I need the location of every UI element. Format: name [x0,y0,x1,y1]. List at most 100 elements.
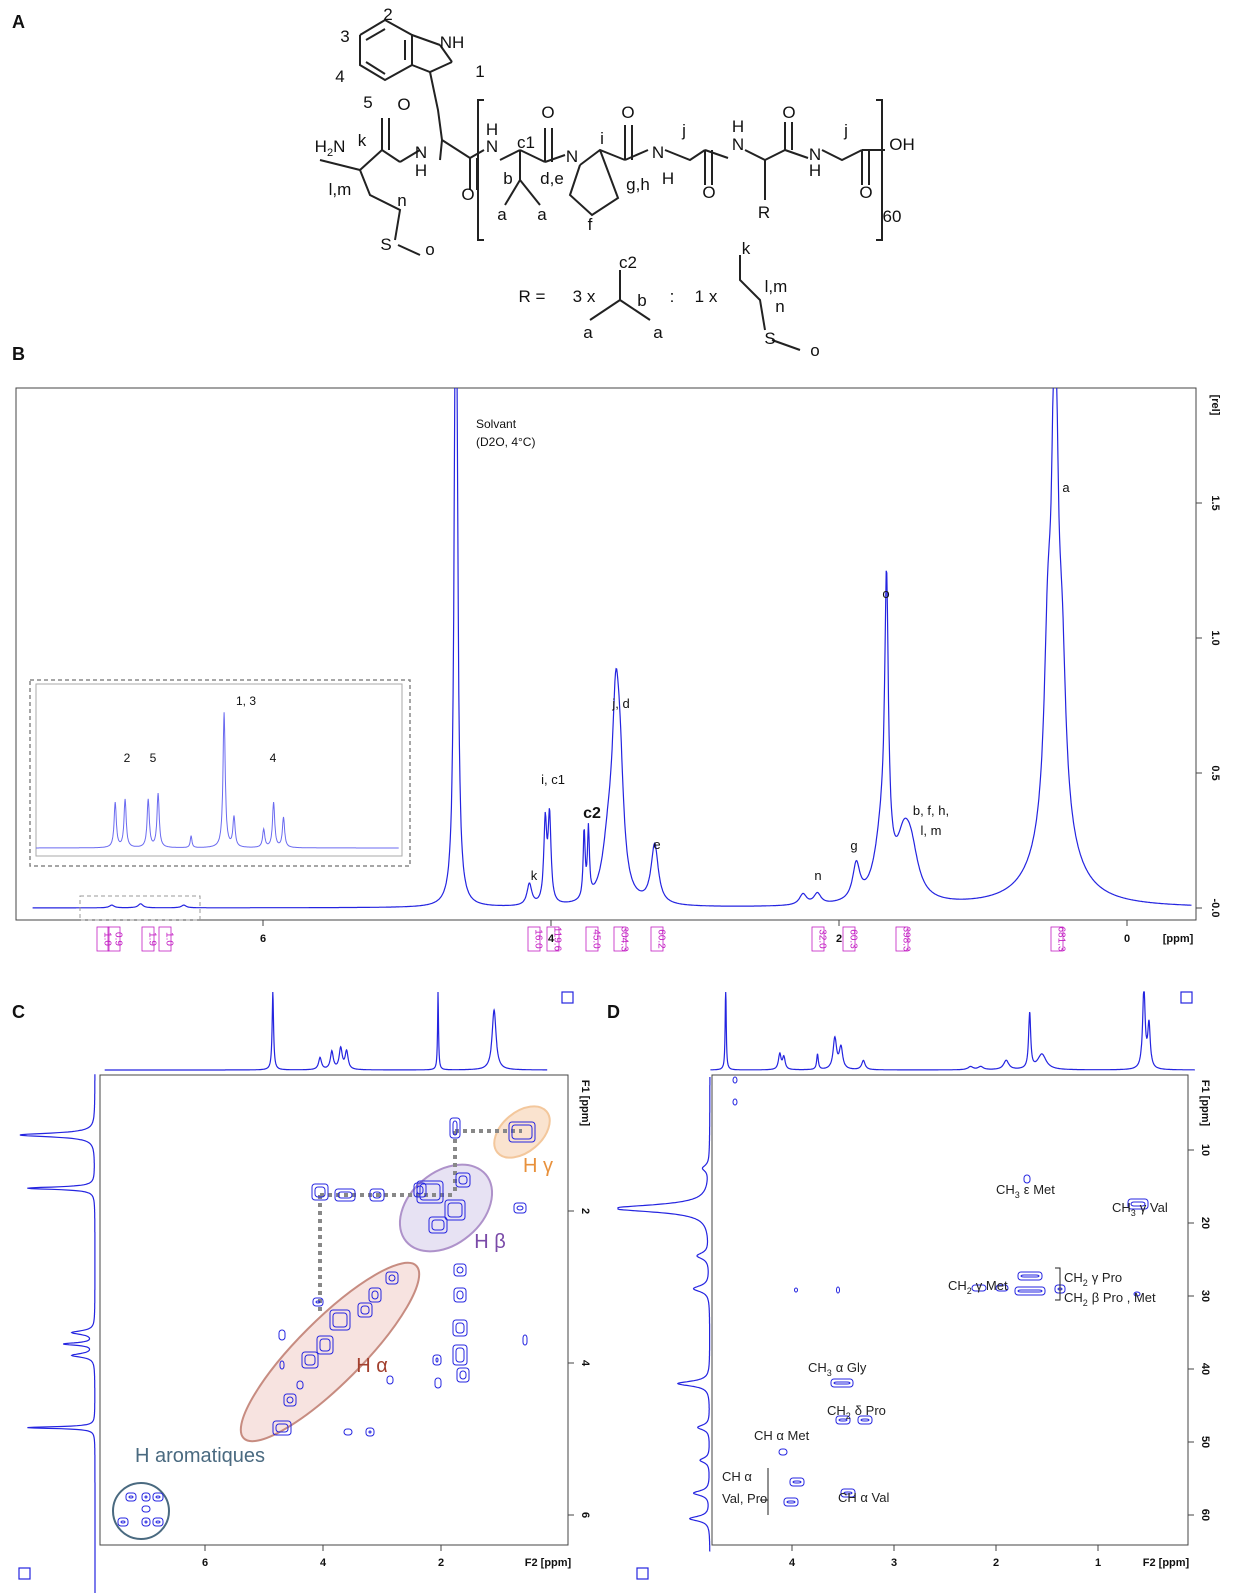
atom-label: S [764,329,775,348]
contour [995,1284,1009,1292]
integral: 1.9 [146,932,157,946]
label: C [12,1002,25,1022]
x-tick-label: 4 [789,1557,796,1569]
y-tick-label: 60 [1199,1509,1211,1521]
atom-label: b [503,169,512,188]
integral: 681.3 [1055,926,1066,951]
contour [508,1121,536,1143]
label: D [607,1002,620,1022]
contour [794,1287,798,1293]
contour [369,1188,385,1202]
atom-label: O [541,103,554,122]
atom-label: o [425,240,434,259]
contour [125,1492,137,1502]
peak-label: 3 [1015,1190,1020,1200]
atom-label: R = [519,287,546,306]
peak-label: 1, 3 [236,694,256,708]
integral-box [811,926,825,952]
y-tick-label: 0.5 [1209,765,1221,780]
label: A [12,12,25,32]
atom-label: f [588,215,593,234]
integral: 45.0 [590,929,601,949]
atom-label: b [637,291,646,310]
contour [334,1188,356,1202]
contour [778,1448,788,1456]
contour [843,1491,853,1495]
contour [152,1517,164,1527]
atom-label: N [415,143,427,162]
y-tick-label: 50 [1199,1436,1211,1448]
bond [739,255,766,331]
y-tick-label: 1.0 [1209,630,1221,645]
atom-label: O [859,183,872,202]
atom-label: a [497,205,507,224]
peak-label: g [850,838,857,853]
peak-label: CH2 γ Pro [1064,1270,1122,1288]
contour [453,1287,467,1303]
solvent-label: (D2O, 4°C) [476,435,535,449]
contour [419,1183,441,1201]
bracket [1055,1267,1061,1301]
x-tick-label: 4 [320,1557,327,1569]
contour [456,1367,470,1383]
contour [329,1309,351,1331]
contour [452,1344,468,1366]
integral: 1.0 [101,932,112,946]
contour [141,1505,151,1513]
integral: 398.3 [900,926,911,951]
x-tick-label: 6 [202,1557,208,1569]
atom-label: O [397,95,410,114]
label: B [12,344,25,364]
peak-label: CH α Met [754,1428,810,1443]
peak-label: CH α Val [838,1490,889,1505]
contour [413,1182,427,1198]
atom-label: i [600,129,604,148]
bracket [760,1468,769,1515]
integral: 0.9 [112,932,123,946]
bond [504,179,521,206]
integral-box [613,926,627,952]
contour [792,1480,802,1484]
bond [704,149,729,159]
peak-label: δ Pro [855,1403,886,1418]
atom-label: n [775,297,784,316]
contour [513,1202,527,1214]
peak-label: γ Val [1140,1200,1168,1215]
x-tick-label: 0 [1124,933,1130,945]
atom-label: 60 [883,207,902,226]
peak-label: CH [1112,1200,1131,1215]
contour [312,1297,324,1307]
spectrum [32,388,1192,909]
bond [477,99,484,241]
contour [1020,1274,1040,1278]
contour [732,1098,738,1106]
contour [431,1219,445,1231]
region-label: H α [356,1355,388,1377]
integral: 32.0 [816,929,827,949]
contour [388,1274,396,1282]
bond [439,139,443,161]
contour [316,1335,334,1355]
bond [319,159,361,171]
contour [452,1319,468,1337]
bond [784,149,809,159]
atom-label: d,e [540,169,564,188]
contour [783,1497,799,1507]
peak-label: CH α [722,1469,752,1484]
bond [519,179,541,206]
bond [519,149,546,163]
contour [283,1393,297,1407]
atom-label: c2 [619,253,637,272]
contour [144,1520,148,1524]
bond [624,149,649,161]
atom-label: N [486,137,498,156]
x-tick-label: 3 [891,1557,897,1569]
atom-label: l,m [329,180,352,199]
bond [568,149,620,217]
contour [286,1396,294,1404]
y-tick-label: 30 [1199,1290,1211,1302]
contour [511,1124,533,1140]
atom-label: H [415,161,427,180]
contour [279,1360,285,1370]
contour [458,1175,468,1185]
